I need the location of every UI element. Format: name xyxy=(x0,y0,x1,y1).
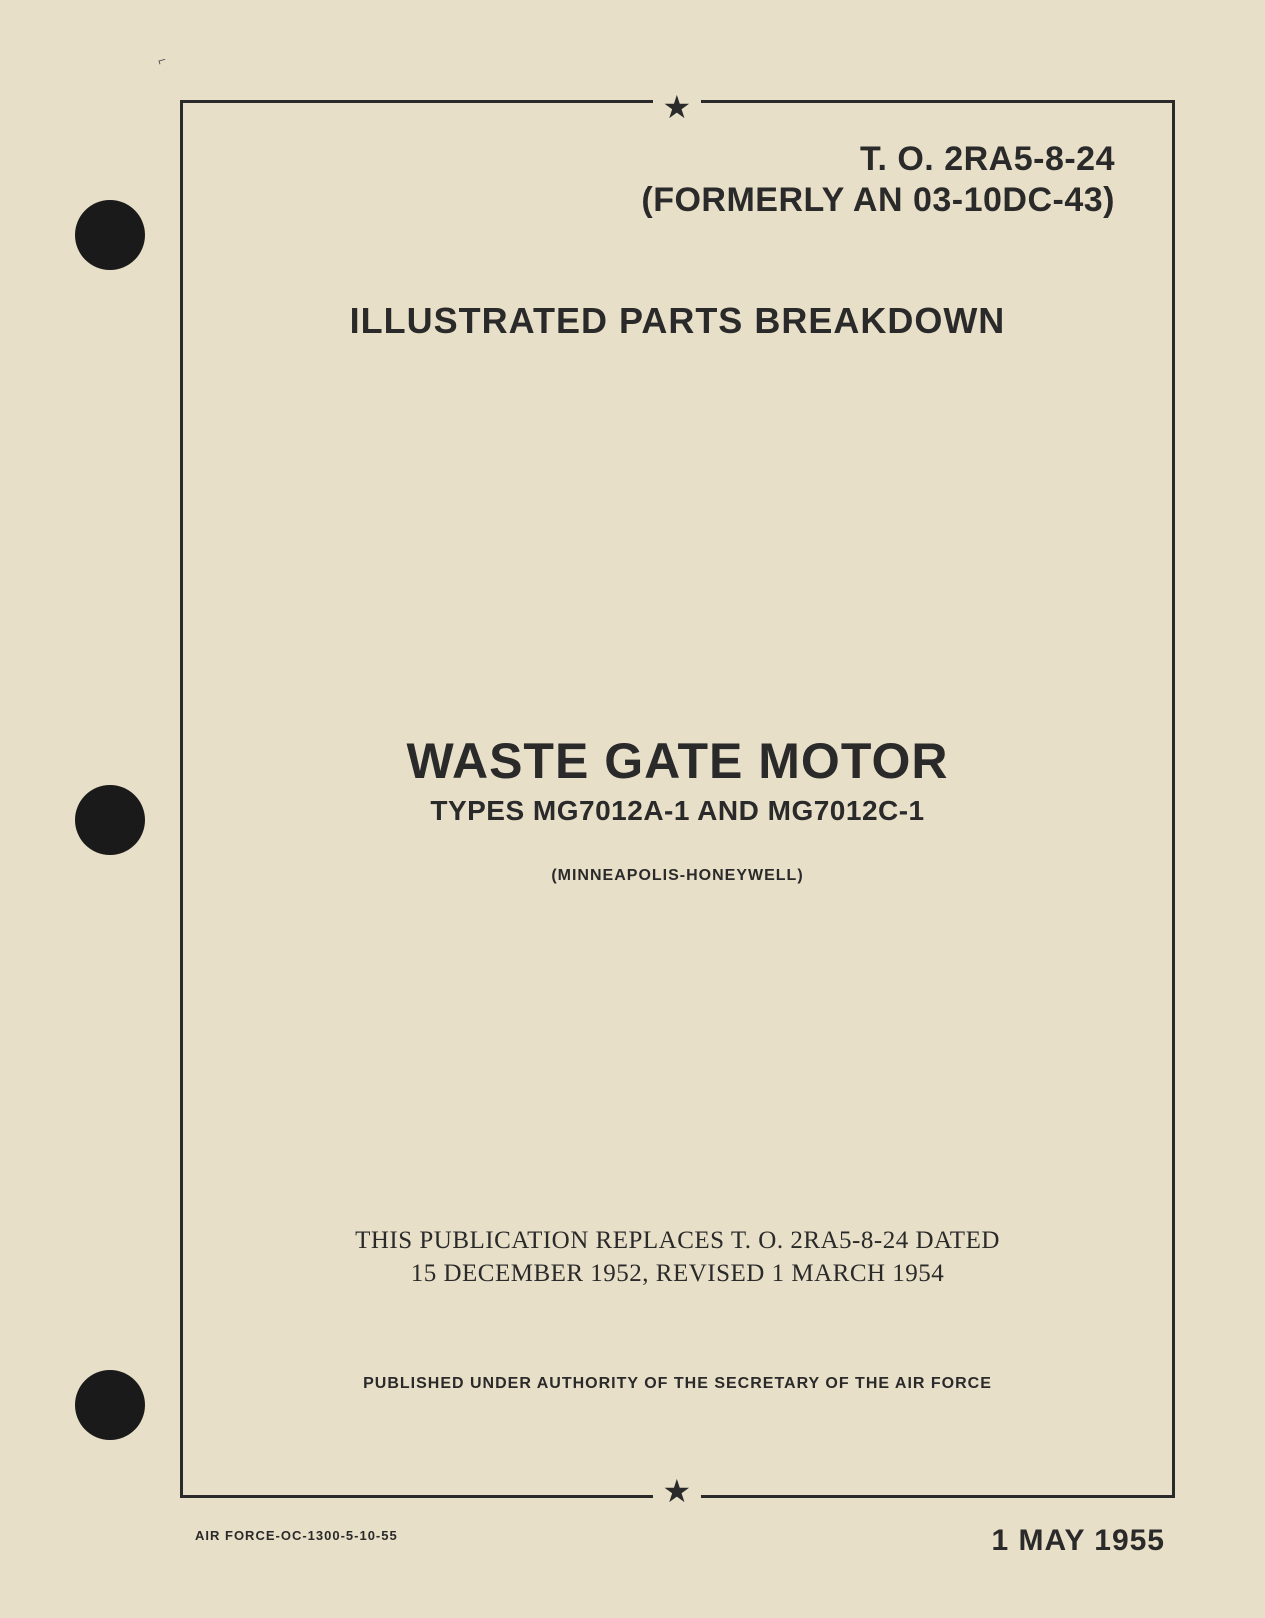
replacement-line-1: THIS PUBLICATION REPLACES T. O. 2RA5-8-2… xyxy=(355,1227,1000,1254)
staple-mark: ⌐ xyxy=(156,48,184,87)
document-content: T. O. 2RA5-8-24 (FORMERLY AN 03-10DC-43)… xyxy=(180,100,1175,1498)
star-icon: ★ xyxy=(653,88,702,126)
document-page: ⌐ ★ ★ T. O. 2RA5-8-24 (FORMERLY AN 03-10… xyxy=(0,0,1265,1618)
main-title: WASTE GATE MOTOR xyxy=(240,732,1115,790)
star-icon: ★ xyxy=(653,1472,702,1510)
punch-hole xyxy=(75,200,145,270)
punch-hole xyxy=(75,1370,145,1440)
replacement-note: THIS PUBLICATION REPLACES T. O. 2RA5-8-2… xyxy=(240,1225,1115,1290)
authority-statement: PUBLISHED UNDER AUTHORITY OF THE SECRETA… xyxy=(240,1375,1115,1393)
footer-date: 1 MAY 1955 xyxy=(992,1524,1165,1558)
replacement-line-2: 15 DECEMBER 1952, REVISED 1 MARCH 1954 xyxy=(411,1260,945,1287)
punch-hole xyxy=(75,785,145,855)
model-types: TYPES MG7012A-1 AND MG7012C-1 xyxy=(240,795,1115,827)
technical-order-number: T. O. 2RA5-8-24 xyxy=(240,140,1115,179)
footer-print-code: AIR FORCE-OC-1300-5-10-55 xyxy=(195,1528,398,1543)
section-title: ILLUSTRATED PARTS BREAKDOWN xyxy=(240,300,1115,342)
formerly-number: (FORMERLY AN 03-10DC-43) xyxy=(240,181,1115,220)
manufacturer: (MINNEAPOLIS-HONEYWELL) xyxy=(240,867,1115,885)
